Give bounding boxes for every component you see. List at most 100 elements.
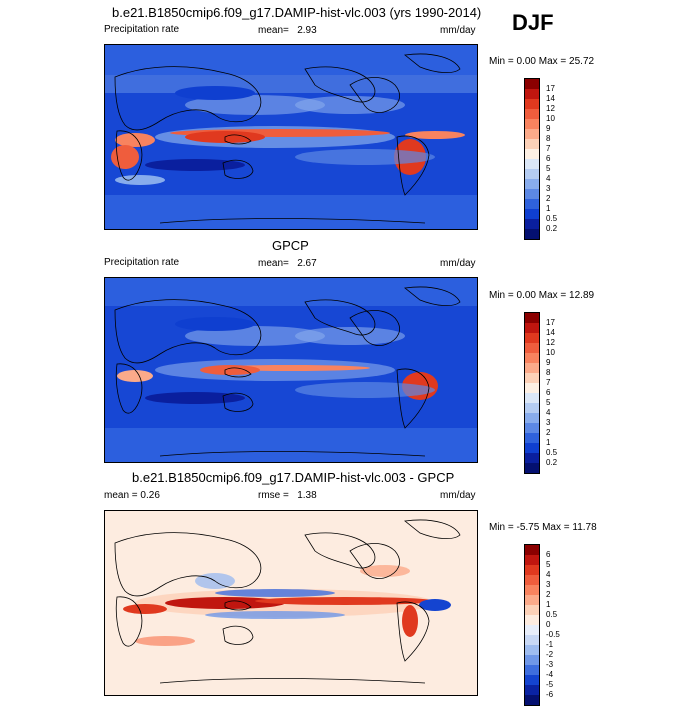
panel-2-colorbar-swatch (525, 453, 539, 463)
panel-2-colorbar-swatch (525, 343, 539, 353)
panel-1-colorbar-label: 12 (546, 104, 555, 113)
panel-1-range: Min = 0.00 Max = 25.72 (489, 56, 595, 67)
panel-2-colorbar-label: 9 (546, 358, 551, 367)
panel-1-colorbar-swatch (525, 79, 539, 89)
panel-1-colorbar-swatch (525, 169, 539, 179)
panel-1-colorbar-swatch (525, 229, 539, 239)
panel-1-colorbar-label: 4 (546, 174, 551, 183)
panel-2-colorbar-swatch (525, 423, 539, 433)
panel-2-colorbar-label: 7 (546, 378, 551, 387)
panel-3-colorbar-swatch (525, 635, 539, 645)
panel-3-colorbar-label: -2 (546, 650, 554, 659)
panel-1-colorbar-label: 17 (546, 84, 555, 93)
panel-1-colorbar-swatch (525, 89, 539, 99)
panel-3-range: Min = -5.75 Max = 11.78 (489, 522, 597, 533)
panel-3-rmse-label: rmse = (258, 490, 289, 501)
panel-3-colorbar-label: -6 (546, 690, 554, 699)
panel-3-colorbar-label: -4 (546, 670, 554, 679)
panel-2-colorbar-swatch (525, 373, 539, 383)
panel-2-colorbar-label: 6 (546, 388, 551, 397)
panel-3-colorbar-swatch (525, 685, 539, 695)
panel-2-colorbar-swatch (525, 463, 539, 473)
panel-3-rmse: rmse = 1.38 (258, 490, 317, 501)
panel-3-colorbar-label: 0 (546, 620, 551, 629)
panel-1-mean-value: 2.93 (297, 25, 317, 36)
panel-2-colorbar-swatch (525, 433, 539, 443)
panel-3-colorbar-label: 5 (546, 560, 551, 569)
panel-3-colorbar-swatch (525, 625, 539, 635)
panel-2-colorbar-swatch (525, 333, 539, 343)
panel-2-colorbar-label: 5 (546, 398, 551, 407)
panel-3-colorbar-swatch (525, 555, 539, 565)
panel-1-variable-label: Precipitation rate (104, 24, 180, 35)
panel-2-colorbar-labels: 17 14 12 10 9 8 7 6 5 4 3 2 1 0.5 0.2 (546, 318, 557, 468)
panel-2-colorbar-label: 4 (546, 408, 551, 417)
panel-2-colorbar-swatch (525, 403, 539, 413)
panel-1-colorbar-swatch (525, 209, 539, 219)
panel-2-title: GPCP (272, 238, 309, 253)
panel-3-colorbar-label: -3 (546, 660, 554, 669)
panel-3-colorbar-swatch (525, 645, 539, 655)
panel-1-colorbar-swatch (525, 199, 539, 209)
panel-2-colorbar-swatch (525, 393, 539, 403)
panel-1-colorbar-labels: 17 14 12 10 9 8 7 6 5 4 3 2 1 0.5 0.2 (546, 84, 557, 234)
panel-1-colorbar-label: 10 (546, 114, 555, 123)
panel-1-colorbar-swatch (525, 219, 539, 229)
panel-3-mean: mean = 0.26 (104, 490, 160, 501)
panel-1-colorbar-label: 8 (546, 134, 551, 143)
panel-3-colorbar-swatch (525, 585, 539, 595)
panel-1-units: mm/day (440, 25, 476, 36)
panel-3-colorbar-label: -1 (546, 640, 554, 649)
panel-3-map (104, 510, 478, 696)
panel-2-range: Min = 0.00 Max = 12.89 (489, 290, 595, 301)
panel-3-colorbar-labels: 6 5 4 3 2 1 0.5 0 -0.5 -1 -2 -3 -4 -5 -6 (546, 550, 560, 700)
panel-2-colorbar-label: 14 (546, 328, 555, 337)
panel-3-colorbar-label: -0.5 (546, 630, 560, 639)
panel-1-colorbar-label: 2 (546, 194, 551, 203)
panel-3-colorbar-swatch (525, 575, 539, 585)
panel-2-colorbar-label: 0.2 (546, 458, 558, 467)
panel-3-colorbar-swatch (525, 655, 539, 665)
panel-2-colorbar-swatch (525, 363, 539, 373)
panel-2-colorbar-label: 17 (546, 318, 555, 327)
panel-1-colorbar-swatch (525, 149, 539, 159)
panel-3-colorbar-label: -5 (546, 680, 554, 689)
panel-2-mean: mean= 2.67 (258, 258, 317, 269)
panel-1-colorbar-swatch (525, 159, 539, 169)
panel-3-colorbar-label: 1 (546, 600, 551, 609)
panel-3-colorbar-swatch (525, 675, 539, 685)
panel-2-mean-label: mean= (258, 258, 289, 269)
panel-3-colorbar-swatch (525, 565, 539, 575)
panel-1-colorbar-swatch (525, 129, 539, 139)
panel-3-colorbar (524, 544, 540, 706)
panel-1-colorbar-swatch (525, 139, 539, 149)
panel-1-colorbar-swatch (525, 189, 539, 199)
panel-2-colorbar-swatch (525, 353, 539, 363)
panel-1-map (104, 44, 478, 230)
season-label: DJF (512, 10, 554, 35)
panel-2-colorbar-swatch (525, 443, 539, 453)
panel-1-mean-label: mean= (258, 25, 289, 36)
panel-3-colorbar-swatch (525, 605, 539, 615)
panel-3-colorbar-swatch (525, 695, 539, 705)
panel-3-colorbar-label: 3 (546, 580, 551, 589)
panel-1-colorbar-label: 0.5 (546, 214, 558, 223)
panel-2-colorbar-swatch (525, 383, 539, 393)
panel-1-colorbar-swatch (525, 99, 539, 109)
panel-1-colorbar-swatch (525, 119, 539, 129)
panel-2-colorbar (524, 312, 540, 474)
panel-1-colorbar-label: 5 (546, 164, 551, 173)
panel-1-colorbar-label: 6 (546, 154, 551, 163)
panel-3-colorbar-label: 2 (546, 590, 551, 599)
panel-1-colorbar-label: 9 (546, 124, 551, 133)
panel-2-map-graphic (105, 278, 477, 462)
panel-1-map-graphic (105, 45, 477, 229)
panel-1-colorbar-swatch (525, 179, 539, 189)
panel-3-map-graphic (105, 511, 477, 695)
panel-3-colorbar-swatch (525, 595, 539, 605)
panel-2-colorbar-label: 1 (546, 438, 551, 447)
panel-3-rmse-value: 1.38 (297, 490, 317, 501)
panel-1-colorbar-label: 14 (546, 94, 555, 103)
panel-2-colorbar-swatch (525, 313, 539, 323)
panel-3-units: mm/day (440, 490, 476, 501)
